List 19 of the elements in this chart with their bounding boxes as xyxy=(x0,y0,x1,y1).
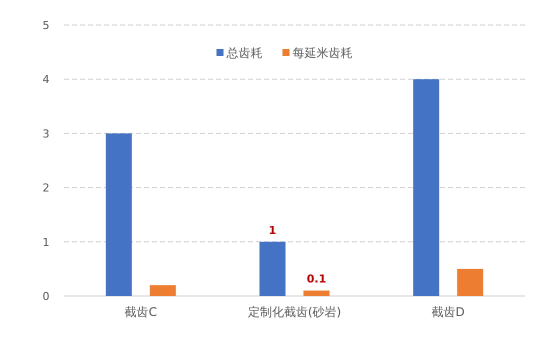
bar xyxy=(260,242,286,296)
bar xyxy=(106,133,132,296)
y-tick-label: 1 xyxy=(42,236,50,249)
y-tick-label: 4 xyxy=(42,73,50,86)
x-tick-label: 截齿C xyxy=(124,305,158,319)
bar xyxy=(150,285,176,296)
x-tick-label: 定制化截齿(砂岩) xyxy=(248,305,342,319)
bar xyxy=(413,79,440,296)
bar xyxy=(304,290,330,296)
y-tick-label: 2 xyxy=(42,182,50,195)
legend-label: 每延米齿耗 xyxy=(292,46,352,60)
y-tick-label: 3 xyxy=(42,127,50,140)
data-label: 1 xyxy=(268,224,276,237)
bar xyxy=(457,268,484,296)
y-tick-label: 0 xyxy=(42,290,50,303)
y-tick-label: 5 xyxy=(42,19,50,32)
legend-label: 总齿耗 xyxy=(226,46,262,60)
x-tick-label: 截齿D xyxy=(432,305,465,319)
data-label: 0.1 xyxy=(306,272,326,286)
